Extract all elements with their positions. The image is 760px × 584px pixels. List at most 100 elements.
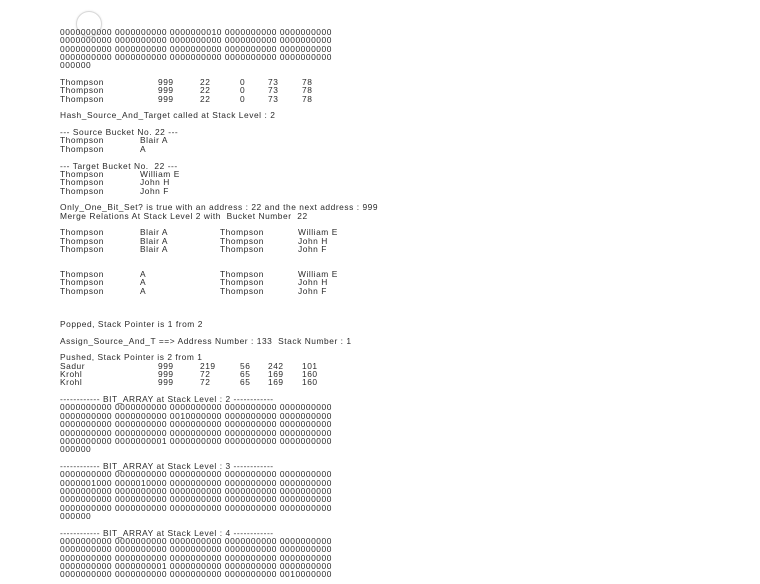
row-value: John H	[298, 235, 328, 246]
row-name: Thompson	[60, 243, 104, 254]
row-name: Thompson	[60, 285, 104, 296]
row-value: A	[140, 277, 147, 288]
row-value: 65	[240, 369, 251, 380]
row-value: 160	[302, 377, 318, 388]
table-row: Thompson William E	[60, 168, 460, 179]
row-value: John H	[140, 177, 170, 188]
row-name: Thompson	[60, 277, 104, 288]
row-value: 78	[302, 77, 313, 88]
text-line: 0000000000 0000000000 0000000010 0000000…	[60, 27, 332, 37]
row-value: 999	[158, 369, 174, 380]
row-value: William E	[298, 227, 338, 238]
row-value: 999	[158, 377, 174, 388]
text-line: --- Target Bucket No. 22 ---	[60, 160, 178, 171]
table-row: Krohl 999 72 65 169 160	[60, 377, 460, 388]
row-value: William E	[298, 268, 338, 279]
row-value: 65	[240, 377, 251, 388]
text-line: 0000000000 0000000000 0000000000 0000000…	[60, 419, 332, 430]
row-value: 73	[268, 93, 279, 104]
row-value: Blair A	[140, 235, 169, 246]
blank-line	[60, 295, 460, 303]
text-line: 0000000000 0000000000 0000000000 0000000…	[60, 402, 332, 413]
blank-line	[60, 303, 460, 311]
row-name: Krohl	[60, 377, 83, 388]
row-value: Thompson	[220, 235, 264, 246]
row-name: Thompson	[60, 143, 104, 154]
row-value: Thompson	[220, 268, 264, 279]
table-row: Thompson John F	[60, 185, 460, 196]
row-name: Thompson	[60, 235, 104, 246]
table-row: Thompson A Thompson John H	[60, 277, 460, 288]
text-line: Only_One_Bit_Set? is true with an addres…	[60, 202, 379, 213]
row-value: Thompson	[220, 277, 264, 288]
table-row: Thompson 999 22 0 73 78	[60, 77, 460, 88]
text-line: ------------ BIT_ARRAY at Stack Level : …	[60, 394, 274, 405]
row-value: 101	[302, 360, 318, 371]
row-value: John F	[140, 185, 169, 196]
row-name: Thompson	[60, 85, 104, 96]
table-row: Thompson 999 22 0 73 78	[60, 93, 460, 104]
text-line: 0000000000 0000000000 0000000000 0000000…	[60, 43, 332, 54]
text-line: 000000	[60, 444, 92, 455]
text-line: 0000000000 0000000000 0000000000 0000000…	[60, 469, 332, 480]
text-line: 0000000000 0000000001 0000000000 0000000…	[60, 561, 332, 571]
blank-line	[60, 70, 460, 78]
row-value: 22	[200, 77, 211, 88]
text-line: Assign_Source_And_T ==> Address Number :…	[60, 335, 352, 346]
text-line: --- Source Bucket No. 22 ---	[60, 127, 179, 138]
row-value: William E	[140, 168, 180, 179]
row-name: Thompson	[60, 185, 104, 196]
text-line: Pushed, Stack Pointer is 2 from 1	[60, 352, 203, 363]
text-line: 0000000000 0000000000 0000000000 0000000…	[60, 502, 332, 513]
text-line: ------------ BIT_ARRAY at Stack Level : …	[60, 460, 274, 471]
table-row: Sadur 999 219 56 242 101	[60, 360, 460, 371]
row-value: 73	[268, 77, 279, 88]
row-value: 999	[158, 93, 174, 104]
row-value: 0	[240, 85, 246, 96]
row-value: 999	[158, 360, 174, 371]
row-value: 160	[302, 369, 318, 380]
text-line: 0000000000 0000000000 0000000000 0000000…	[60, 52, 332, 63]
row-name: Thompson	[60, 168, 104, 179]
row-value: John F	[298, 243, 327, 254]
row-value: Thompson	[220, 285, 264, 296]
row-value: A	[140, 268, 147, 279]
row-value: 242	[268, 360, 284, 371]
text-line: 0000000000 0000000000 0000000000 0000000…	[60, 485, 332, 496]
row-value: Thompson	[220, 243, 264, 254]
text-line: Popped, Stack Pointer is 1 from 2	[60, 319, 203, 330]
table-row: Thompson A	[60, 143, 460, 154]
table-row: Thompson 999 22 0 73 78	[60, 85, 460, 96]
row-value: 73	[268, 85, 279, 96]
row-value: 22	[200, 85, 211, 96]
row-value: A	[140, 285, 147, 296]
text-line: 0000000000 0000000000 0000000000 0000000…	[60, 535, 332, 546]
row-value: 169	[268, 377, 284, 388]
text-line: 0000000000 0000000000 0000000000 0000000…	[60, 552, 332, 563]
row-value: 72	[200, 369, 211, 380]
text-line: ------------ BIT_ARRAY at Stack Level : …	[60, 527, 274, 538]
row-value: Blair A	[140, 135, 169, 146]
row-value: 999	[158, 85, 174, 96]
table-row: Thompson Blair A Thompson John F	[60, 243, 460, 254]
table-row: Thompson John H	[60, 177, 460, 188]
table-row: Krohl 999 72 65 169 160	[60, 369, 460, 380]
blank-line	[60, 253, 460, 261]
row-value: Blair A	[140, 243, 169, 254]
text-line: 0000000000 0000000000 0000000000 0000000…	[60, 427, 332, 438]
row-name: Sadur	[60, 360, 86, 371]
table-row: Thompson Blair A Thompson William E	[60, 227, 460, 238]
row-value: 219	[200, 360, 216, 371]
punch-hole-mark	[76, 11, 102, 37]
table-row: Thompson A Thompson John F	[60, 285, 460, 296]
text-line: 0000000000 0000000000 0000000000 0000000…	[60, 569, 332, 580]
row-value: 56	[240, 360, 251, 371]
row-value: 0	[240, 77, 246, 88]
row-value: John H	[298, 277, 328, 288]
text-line: 0000000000 0000000000 0010000000 0000000…	[60, 410, 332, 421]
row-name: Thompson	[60, 93, 104, 104]
row-name: Thompson	[60, 135, 104, 146]
table-row: Thompson Blair A Thompson John H	[60, 235, 460, 246]
text-line: 0000000000 0000000001 0000000000 0000000…	[60, 435, 332, 446]
row-value: 22	[200, 93, 211, 104]
